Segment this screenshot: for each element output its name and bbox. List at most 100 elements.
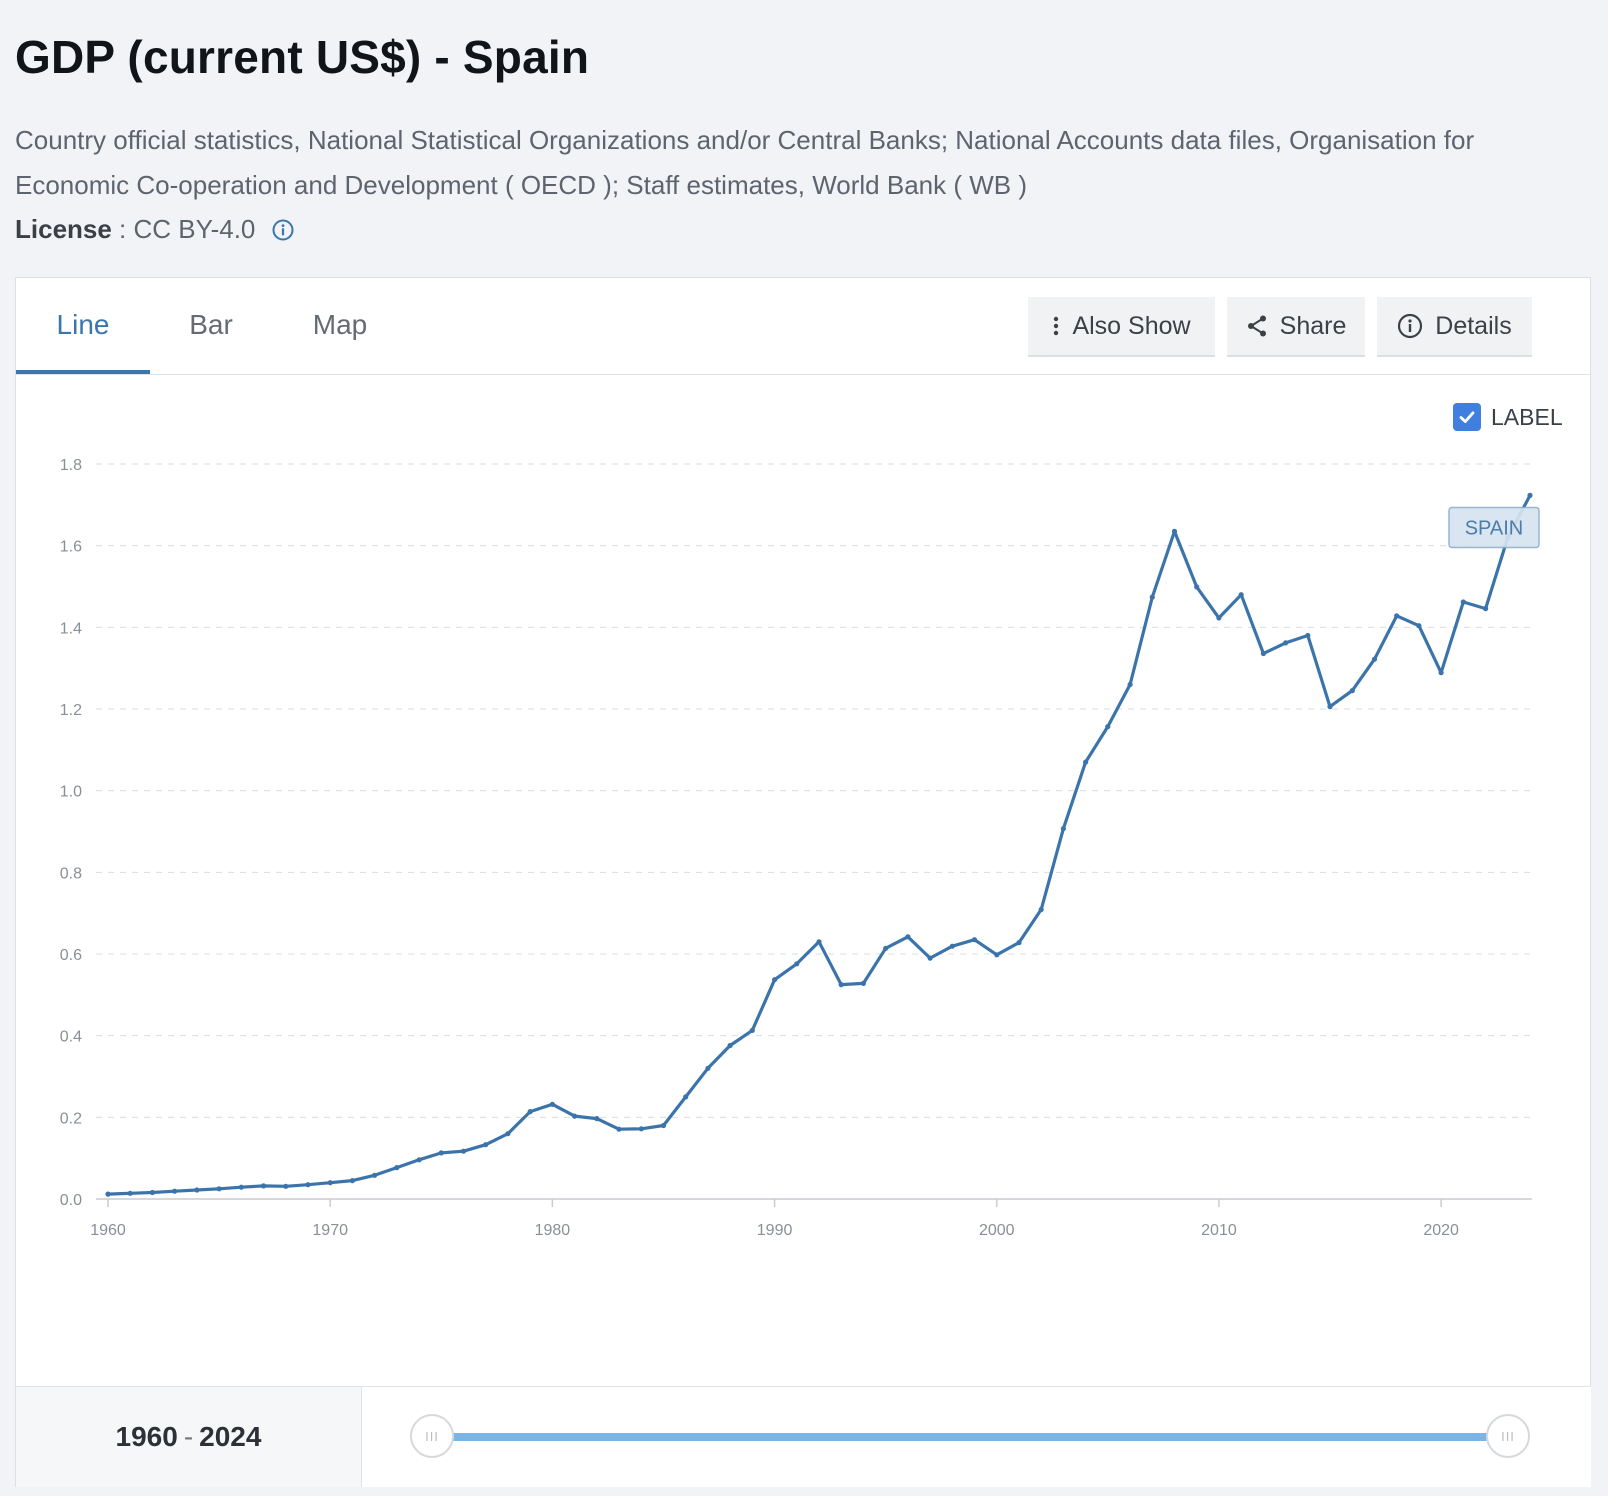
data-point: [860, 980, 867, 987]
data-point: [438, 1150, 444, 1156]
check-icon: [1459, 411, 1475, 424]
data-point: [1416, 623, 1422, 629]
data-point: [1083, 759, 1089, 765]
slider-track[interactable]: [432, 1433, 1508, 1441]
label-layer: SPAIN: [1448, 506, 1540, 549]
data-point: [816, 939, 822, 945]
data-point: [505, 1131, 511, 1137]
range-separator: -: [183, 1421, 194, 1452]
data-point: [638, 1126, 644, 1132]
label-toggle[interactable]: LABEL: [1453, 403, 1563, 431]
data-point: [1238, 592, 1244, 598]
data-point: [260, 1183, 267, 1189]
source-text: Country official statistics, National St…: [15, 125, 1475, 200]
y-tick-label: 0.6: [60, 947, 82, 964]
data-point: [1216, 615, 1222, 621]
share-button[interactable]: Share: [1227, 297, 1365, 357]
data-point: [794, 961, 800, 967]
data-point: [460, 1148, 467, 1154]
data-point: [527, 1109, 533, 1115]
info-icon[interactable]: [271, 218, 295, 242]
data-point: [283, 1183, 289, 1189]
label-toggle-text: LABEL: [1491, 403, 1563, 430]
share-icon: [1247, 315, 1266, 337]
data-point: [1016, 940, 1022, 946]
range-footer: 1960-2024 III III: [16, 1386, 1591, 1487]
tab-map[interactable]: Map: [312, 309, 368, 340]
chart-tabs: Line Bar Map Also Show Sh: [16, 278, 1590, 375]
series-label-text: SPAIN: [1465, 517, 1524, 539]
data-point: [127, 1190, 133, 1196]
x-tick-label: 1970: [312, 1222, 348, 1239]
data-point: [416, 1157, 422, 1163]
tab-line[interactable]: Line: [16, 278, 150, 374]
x-tick-label: 1960: [90, 1222, 126, 1239]
data-point: [772, 977, 778, 983]
data-point: [1527, 492, 1533, 498]
series-line-spain: [106, 493, 1532, 1196]
details-button[interactable]: Details: [1377, 297, 1532, 357]
x-tick-label: 2020: [1423, 1222, 1459, 1239]
series-layer: [105, 492, 1533, 1197]
axis-layer: 0.0 0.2 0.4 0.6 0.8 1.0 1.2 1.4 1.6 1.8 1960 1970 19…: [60, 457, 1532, 1239]
license-separator: :: [111, 214, 134, 244]
data-point: [372, 1172, 378, 1178]
data-point: [1305, 632, 1311, 639]
data-point: [549, 1101, 556, 1107]
x-tick-label: 2000: [979, 1222, 1015, 1239]
data-point: [594, 1116, 600, 1122]
y-tick-label: 1.6: [60, 539, 82, 556]
data-point: [905, 934, 911, 940]
data-point: [1283, 640, 1289, 646]
license-value: CC BY-4.0: [133, 214, 256, 244]
also-show-button[interactable]: Also Show: [1028, 297, 1215, 357]
y-tick-label: 1.8: [60, 457, 82, 474]
data-point: [994, 952, 1000, 958]
data-point: [1105, 724, 1111, 730]
data-point: [327, 1180, 333, 1186]
data-point: [660, 1122, 667, 1129]
series-label-box: [1448, 506, 1540, 549]
license-row: License : CC BY-4.0: [15, 214, 295, 245]
data-point: [616, 1126, 622, 1132]
series-label: SPAIN: [1448, 506, 1540, 549]
data-point: [1260, 650, 1266, 657]
range-label: 1960-2024: [16, 1387, 362, 1487]
y-tick-label: 1.2: [60, 702, 82, 719]
y-tick-label: 1.0: [60, 784, 82, 801]
page-title: GDP (current US$) - Spain: [15, 31, 590, 83]
range-slider[interactable]: III III: [362, 1387, 1591, 1487]
license-key: License: [15, 214, 112, 244]
y-tick-label: 0.2: [60, 1110, 82, 1127]
data-point: [216, 1186, 222, 1192]
data-point: [572, 1113, 578, 1119]
info-circle-icon: [1398, 313, 1423, 339]
data-point: [971, 937, 978, 943]
range-start: 1960: [115, 1421, 178, 1452]
data-point: [305, 1182, 311, 1188]
range-end: 2024: [199, 1421, 262, 1452]
data-point: [1394, 613, 1400, 619]
details-label: Details: [1435, 311, 1512, 340]
y-tick-label: 0.8: [60, 865, 82, 882]
data-point: [1038, 906, 1044, 913]
data-point: [1127, 681, 1133, 688]
y-tick-label: 0.4: [60, 1029, 82, 1046]
data-point: [172, 1188, 178, 1194]
slider-handle-end[interactable]: III: [1486, 1414, 1530, 1458]
data-point: [1171, 528, 1178, 534]
label-checkbox[interactable]: [1453, 403, 1481, 431]
y-tick-label: 0.0: [60, 1192, 82, 1209]
data-point: [749, 1027, 755, 1033]
slider-handle-start[interactable]: III: [410, 1414, 454, 1458]
more-vertical-icon: [1054, 316, 1059, 336]
data-point: [949, 943, 955, 949]
line-chart: 0.0 0.2 0.4 0.6 0.8 1.0 1.2 1.4 1.6 1.8 1960 1970 19…: [60, 457, 1540, 1239]
data-point: [1194, 584, 1200, 590]
x-tick-label: 2010: [1201, 1222, 1237, 1239]
data-point: [1371, 656, 1378, 662]
also-show-label: Also Show: [1072, 311, 1191, 340]
tab-bar[interactable]: Bar: [189, 309, 233, 340]
data-point: [683, 1094, 689, 1100]
chart-card: Line Bar Map Also Show Sh: [15, 277, 1591, 1487]
